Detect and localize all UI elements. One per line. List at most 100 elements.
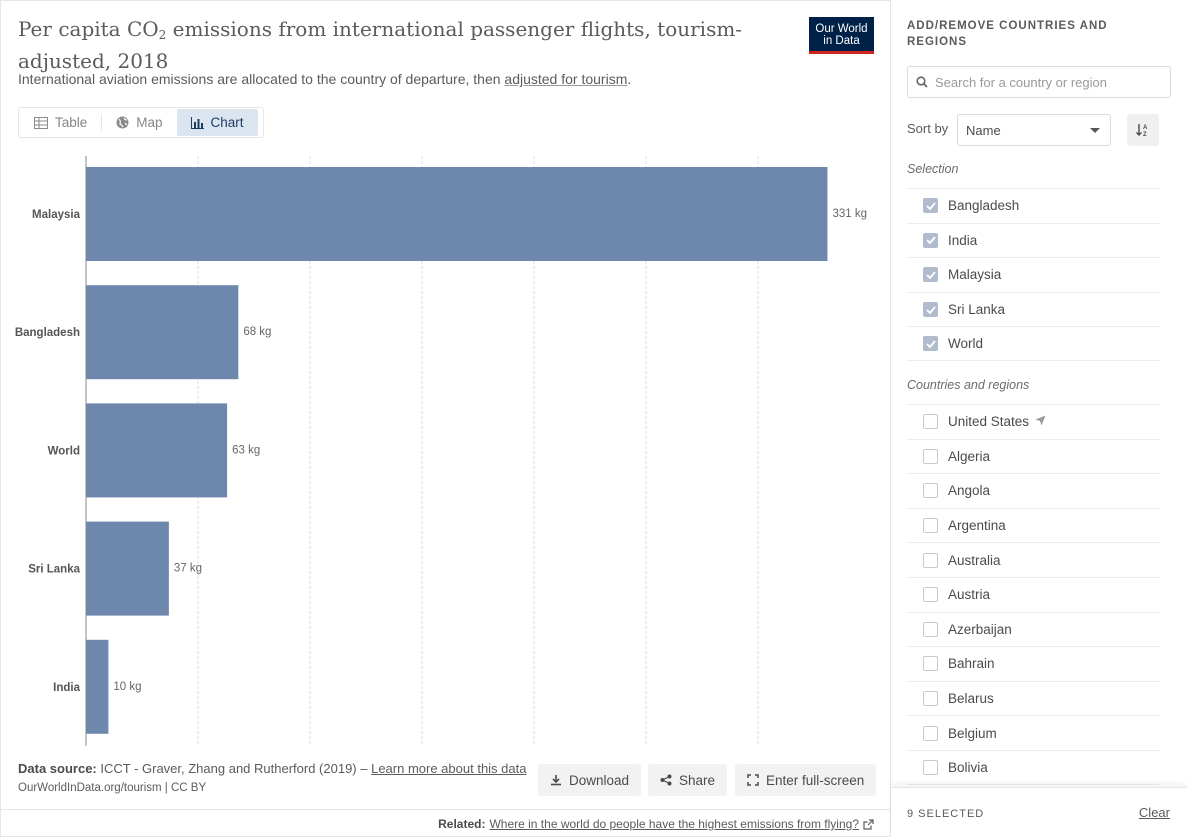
value-label: 10 kg [113, 681, 141, 693]
entity-row[interactable]: Argentina [907, 507, 1159, 543]
checkbox[interactable] [923, 232, 938, 248]
entity-label: Bolivia [948, 759, 988, 775]
entity-row[interactable]: Austria [907, 576, 1159, 612]
learn-more-link[interactable]: Learn more about this data [371, 761, 527, 776]
entity-row[interactable]: India [907, 222, 1159, 258]
entity-row[interactable]: Sri Lanka [907, 291, 1159, 327]
bar-sri-lanka[interactable] [86, 521, 169, 616]
subtitle-text: International aviation emissions are all… [18, 71, 505, 87]
subtitle-link[interactable]: adjusted for tourism [504, 71, 628, 87]
subtitle-end: . [627, 71, 632, 87]
entity-row[interactable]: Angola [907, 473, 1159, 508]
tab-map-label: Map [136, 115, 163, 130]
sort-select[interactable]: Name [957, 114, 1111, 146]
checkbox[interactable] [923, 656, 938, 672]
related-bar: Related: Where in the world do people ha… [0, 809, 890, 837]
checkbox[interactable] [923, 518, 938, 534]
checkbox[interactable] [923, 691, 938, 707]
external-link-icon [863, 818, 874, 830]
sort-alpha-icon: AZ [1136, 124, 1148, 137]
entity-row[interactable]: Belgium [907, 715, 1159, 750]
checkbox[interactable] [923, 414, 938, 430]
tab-chart-label: Chart [210, 115, 244, 130]
entity-row[interactable]: United States [907, 404, 1159, 439]
selected-count: 9 SELECTED [907, 808, 985, 820]
value-label: 331 kg [832, 208, 867, 220]
entity-label: World [948, 336, 984, 352]
entity-label: Bangladesh [948, 198, 1020, 214]
tab-table[interactable]: Table [20, 109, 101, 136]
svg-text:Z: Z [1143, 132, 1147, 137]
sort-value: Name [966, 122, 1001, 138]
source-label: Data source: [18, 761, 97, 776]
entity-row[interactable]: Malaysia [907, 257, 1159, 292]
tab-chart[interactable]: Chart [176, 109, 258, 136]
share-icon [660, 774, 672, 786]
entity-label: Austria [948, 587, 991, 603]
download-icon [551, 775, 561, 786]
chart-subtitle: International aviation emissions are all… [18, 71, 631, 87]
checkbox[interactable] [923, 621, 938, 637]
entity-row[interactable]: Belarus [907, 680, 1159, 716]
bar-world[interactable] [86, 403, 228, 498]
category-label: Malaysia [32, 209, 81, 221]
checkbox[interactable] [923, 302, 938, 318]
category-label: World [48, 445, 80, 457]
title-subscript: 2 [158, 28, 167, 42]
fullscreen-label: Enter full-screen [766, 772, 865, 788]
bar-malaysia[interactable] [86, 167, 828, 261]
share-label: Share [679, 772, 716, 788]
location-arrow-icon [1035, 414, 1046, 429]
title-main: Per capita CO [18, 17, 159, 41]
owid-logo[interactable]: Our World in Data [809, 17, 874, 54]
checkbox[interactable] [923, 198, 938, 214]
title-rest: emissions from international passenger f… [18, 17, 743, 73]
chevron-down-icon [1090, 128, 1100, 133]
source-text: ICCT - Graver, Zhang and Rutherford (201… [96, 761, 372, 776]
checkbox[interactable] [923, 267, 938, 283]
category-label: India [53, 682, 80, 694]
entity-row[interactable]: Bangladesh [907, 188, 1159, 223]
entity-label: United States [948, 414, 1030, 430]
url-license[interactable]: OurWorldInData.org/tourism | CC BY [18, 782, 207, 794]
entity-row[interactable]: Bolivia [907, 749, 1159, 785]
download-label: Download [569, 772, 630, 788]
checkbox[interactable] [923, 483, 938, 499]
globe-icon [116, 116, 129, 129]
checkbox[interactable] [923, 448, 938, 464]
entity-row[interactable]: Algeria [907, 438, 1159, 474]
fullscreen-button[interactable]: Enter full-screen [735, 764, 877, 796]
checkbox[interactable] [923, 336, 938, 352]
search-input[interactable] [935, 74, 1160, 90]
regions-list: United States Algeria Angola Argentina Austr… [907, 404, 1159, 785]
panel-footer: 9 SELECTED Clear [891, 787, 1187, 837]
logo-line-1: Our World [815, 23, 868, 35]
share-button[interactable]: Share [648, 764, 728, 796]
value-label: 37 kg [174, 563, 202, 575]
checkbox[interactable] [923, 587, 938, 603]
bar-chart: Malaysia 331 kg Bangladesh 68 kg World 63 kg S… [15, 156, 867, 746]
chart-card: Per capita CO2 emissions from internatio… [0, 0, 891, 837]
entity-label: Argentina [948, 518, 1006, 534]
checkbox[interactable] [923, 725, 938, 741]
bar-bangladesh[interactable] [86, 285, 239, 380]
tab-map[interactable]: Map [102, 109, 176, 136]
entity-row[interactable]: World [907, 326, 1159, 361]
entity-row[interactable]: Australia [907, 542, 1159, 577]
entity-label: Belarus [948, 691, 994, 707]
chart-icon [190, 116, 204, 129]
clear-button[interactable]: Clear [1138, 805, 1170, 820]
bar-india[interactable] [86, 639, 109, 734]
related: Related: Where in the world do people ha… [438, 817, 874, 831]
entity-row[interactable]: Azerbaijan [907, 611, 1159, 647]
download-button[interactable]: Download [538, 764, 642, 796]
svg-text:A: A [1143, 125, 1148, 131]
checkbox[interactable] [923, 759, 938, 775]
checkbox[interactable] [923, 552, 938, 568]
related-link[interactable]: Where in the world do people have the hi… [489, 817, 859, 831]
entity-row[interactable]: Bahrain [907, 646, 1159, 681]
entity-label: Belgium [948, 725, 997, 741]
search-box[interactable] [907, 66, 1171, 98]
tab-table-label: Table [55, 115, 88, 130]
